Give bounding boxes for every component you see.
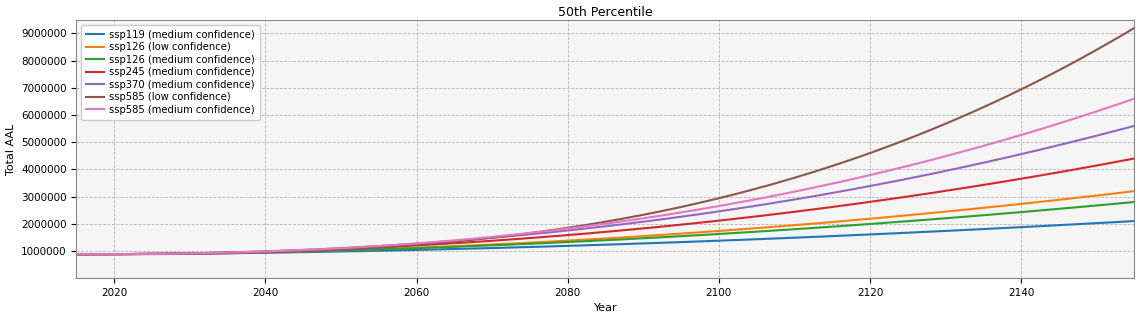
ssp126 (low confidence) [937,210,951,214]
ssp585 (low confidence) [578,223,592,227]
ssp245 (medium confidence) [1127,157,1140,160]
ssp126 (low confidence) [578,238,592,241]
ssp245 (medium confidence) [642,226,656,230]
ssp119 (medium confidence) [699,239,712,243]
ssp370 (medium confidence) [572,227,586,231]
ssp126 (low confidence) [1127,189,1140,193]
Line: ssp245 (medium confidence): ssp245 (medium confidence) [76,159,1134,254]
ssp585 (medium confidence) [70,252,83,256]
ssp585 (low confidence) [642,212,656,216]
ssp585 (low confidence) [699,199,712,203]
ssp585 (low confidence) [70,252,83,256]
ssp126 (medium confidence) [642,236,656,240]
ssp585 (low confidence) [1127,26,1140,30]
ssp119 (medium confidence) [578,243,592,247]
ssp585 (low confidence) [1102,41,1116,45]
ssp370 (medium confidence) [642,219,656,223]
ssp370 (medium confidence) [578,227,592,231]
ssp585 (medium confidence) [1127,97,1140,100]
ssp126 (low confidence) [642,234,656,238]
ssp585 (medium confidence) [578,225,592,228]
Y-axis label: Total AAL: Total AAL [6,123,16,174]
ssp370 (medium confidence) [1102,130,1116,134]
Line: ssp126 (low confidence): ssp126 (low confidence) [76,191,1134,254]
Line: ssp119 (medium confidence): ssp119 (medium confidence) [76,221,1134,254]
ssp370 (medium confidence) [70,252,83,256]
Line: ssp585 (medium confidence): ssp585 (medium confidence) [76,99,1134,254]
ssp119 (medium confidence) [937,229,951,233]
ssp585 (medium confidence) [937,155,951,159]
ssp585 (medium confidence) [642,216,656,219]
ssp126 (medium confidence) [1102,203,1116,206]
ssp126 (medium confidence) [572,240,586,243]
Line: ssp370 (medium confidence): ssp370 (medium confidence) [76,126,1134,254]
ssp245 (medium confidence) [578,232,592,235]
Title: 50th Percentile: 50th Percentile [559,5,653,19]
Line: ssp585 (low confidence): ssp585 (low confidence) [76,28,1134,254]
ssp585 (low confidence) [572,224,586,228]
ssp126 (low confidence) [1102,192,1116,196]
ssp126 (medium confidence) [937,217,951,220]
ssp119 (medium confidence) [1127,219,1140,223]
Line: ssp126 (medium confidence): ssp126 (medium confidence) [76,202,1134,254]
ssp126 (medium confidence) [699,233,712,237]
ssp245 (medium confidence) [572,232,586,236]
ssp370 (medium confidence) [937,169,951,173]
ssp119 (medium confidence) [70,252,83,256]
ssp245 (medium confidence) [699,220,712,224]
ssp245 (medium confidence) [1102,161,1116,165]
Legend: ssp119 (medium confidence), ssp126 (low confidence), ssp126 (medium confidence),: ssp119 (medium confidence), ssp126 (low … [81,25,260,120]
ssp245 (medium confidence) [937,189,951,193]
ssp119 (medium confidence) [642,241,656,245]
ssp585 (medium confidence) [699,206,712,210]
ssp126 (low confidence) [699,230,712,234]
ssp585 (medium confidence) [572,225,586,229]
ssp126 (medium confidence) [70,252,83,256]
ssp119 (medium confidence) [1102,220,1116,224]
X-axis label: Year: Year [594,303,617,314]
ssp126 (medium confidence) [578,239,592,243]
ssp126 (low confidence) [70,252,83,256]
ssp245 (medium confidence) [70,252,83,256]
ssp370 (medium confidence) [699,211,712,215]
ssp585 (medium confidence) [1102,105,1116,109]
ssp119 (medium confidence) [572,244,586,248]
ssp370 (medium confidence) [1127,124,1140,128]
ssp585 (low confidence) [937,122,951,126]
ssp126 (medium confidence) [1127,200,1140,204]
ssp126 (low confidence) [572,238,586,242]
